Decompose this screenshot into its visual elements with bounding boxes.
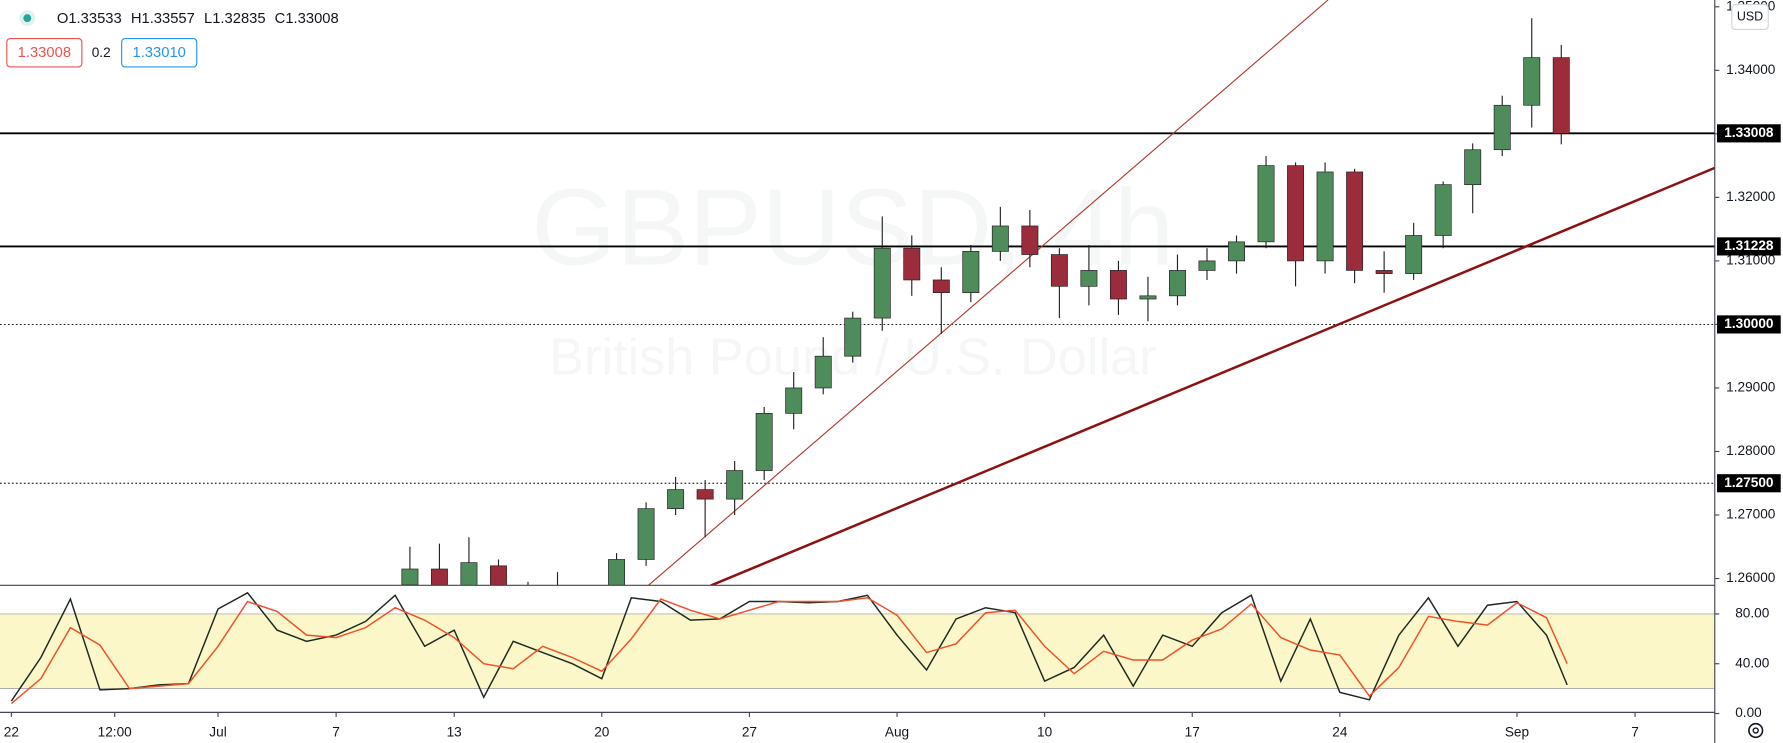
- price-pane: [0, 0, 1715, 586]
- x-tick-label: 12:00: [98, 724, 133, 739]
- candle-body: [1464, 149, 1482, 186]
- candle-body: [1257, 165, 1275, 243]
- x-tick-label: 17: [1185, 724, 1200, 739]
- candle-body: [873, 247, 891, 319]
- x-tick-label: 10: [1037, 724, 1053, 739]
- ohlc-value: O1.33533: [57, 11, 122, 27]
- trendline: [710, 166, 1715, 586]
- candle-body: [785, 387, 803, 414]
- level-price-label: 1.31228: [1724, 238, 1774, 253]
- candle-body: [1169, 270, 1186, 297]
- indicator-line: [10, 597, 1568, 705]
- level-price-label: 1.30000: [1724, 316, 1774, 331]
- candle-body: [755, 413, 773, 471]
- candle-body: [608, 559, 626, 586]
- y-tick-label: 1.28000: [1726, 443, 1776, 458]
- currency-button[interactable]: [1731, 3, 1769, 31]
- indicator-y-tick-label: 80.00: [1735, 606, 1770, 621]
- candle-body: [726, 470, 744, 500]
- watermark: GBPUSD, 4h: [531, 167, 1174, 289]
- y-tick-label: 1.31000: [1726, 253, 1776, 268]
- x-tick-label: Jul: [209, 724, 226, 739]
- candle-body: [1493, 104, 1511, 151]
- candle-body: [1375, 270, 1393, 274]
- trade-buttons: 1.33008 0.2 1.33010: [6, 38, 198, 68]
- candle-body: [667, 489, 685, 509]
- axes: 1.26000 1.27000 1.28000 1.29000 1.30000 1.310…: [4, 0, 1781, 739]
- y-tick-label: 1.29000: [1726, 380, 1776, 395]
- x-tick-label: 7: [332, 724, 340, 739]
- level-price-label: 1.27500: [1724, 475, 1774, 490]
- ohlc-value: C1.33008: [275, 11, 339, 27]
- indicator-y-tick-label: 0.00: [1735, 705, 1762, 720]
- status-dot: [23, 14, 32, 23]
- legend: O1.33533 H1.33557 L1.32835 C1.33008: [19, 10, 339, 27]
- x-tick-label: 22: [4, 724, 19, 739]
- x-tick-label: Sep: [1505, 724, 1529, 739]
- candle-body: [1139, 295, 1157, 300]
- candle-body: [962, 251, 980, 294]
- candle-body: [1434, 184, 1452, 236]
- x-tick-label: 13: [447, 724, 462, 739]
- currency: USD: [1737, 9, 1763, 23]
- y-tick-label: 1.34000: [1726, 62, 1776, 77]
- level-price-label: 1.33008: [1724, 125, 1774, 140]
- x-tick-label: 7: [1631, 724, 1639, 739]
- candle-body: [932, 279, 950, 294]
- candle-body: [637, 508, 655, 560]
- level-price-box: [1717, 315, 1781, 334]
- candle-body: [1405, 235, 1423, 274]
- y-tick-label: 1.32000: [1726, 189, 1776, 204]
- level-price-box: [1717, 124, 1781, 143]
- level-price-box: [1717, 474, 1781, 493]
- sell-price: 1.33008: [18, 45, 71, 61]
- y-tick-label: 1.26000: [1726, 570, 1776, 585]
- settings-icon[interactable]: [1748, 722, 1764, 739]
- candle-body: [991, 225, 1009, 252]
- candle-body: [1552, 57, 1570, 134]
- ohlc-value: H1.33557: [131, 11, 195, 27]
- spread: 0.2: [92, 45, 111, 60]
- indicator-pane: [0, 591, 1715, 705]
- candle-body: [1050, 254, 1068, 287]
- trendline: [647, 0, 1329, 586]
- buy-price: 1.33010: [132, 45, 185, 61]
- candle-body: [1287, 165, 1305, 262]
- candle-body: [903, 247, 921, 281]
- candle-body: [844, 317, 862, 357]
- candle-body: [1109, 270, 1127, 300]
- level-price-box: [1717, 237, 1781, 256]
- candle-body: [430, 568, 448, 586]
- gear-hub: [1752, 727, 1759, 734]
- candle-body: [814, 355, 832, 389]
- gear: [1748, 722, 1764, 739]
- candle-body: [1346, 171, 1364, 271]
- x-tick-label: 24: [1332, 724, 1348, 739]
- candle-body: [460, 562, 478, 586]
- x-tick-label: 27: [742, 724, 757, 739]
- x-tick-label: 20: [594, 724, 610, 739]
- candle-body: [1080, 270, 1098, 287]
- ohlc-value: L1.32835: [204, 11, 266, 27]
- candle-body: [401, 568, 419, 586]
- candle-body: [490, 565, 507, 586]
- x-tick-label: Aug: [885, 724, 909, 739]
- candle-body: [1021, 225, 1039, 255]
- y-tick-label: 1.27000: [1726, 507, 1776, 522]
- candle-body: [1228, 241, 1245, 262]
- indicator-y-tick-label: 40.00: [1735, 655, 1770, 670]
- candle-body: [1198, 260, 1216, 271]
- sell-button[interactable]: [6, 38, 83, 68]
- indicator-band: [0, 613, 1715, 689]
- buy-button[interactable]: [121, 38, 198, 68]
- candle-body: [696, 489, 714, 500]
- candle-body: [1523, 57, 1541, 106]
- candle-body: [1316, 171, 1334, 262]
